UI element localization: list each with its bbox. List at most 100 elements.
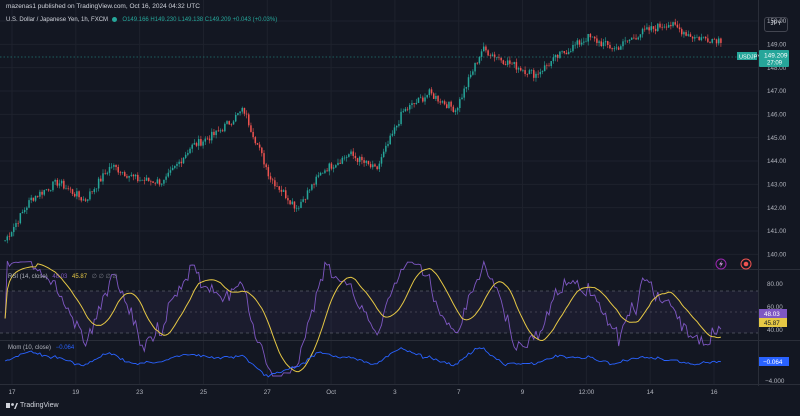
candle-body xyxy=(428,89,431,96)
candle-body xyxy=(167,172,170,177)
candle-body xyxy=(250,125,252,132)
mom-value-badge: −0.064 xyxy=(759,357,789,366)
candle-body xyxy=(60,180,63,184)
candle-body xyxy=(504,63,507,65)
candle-body xyxy=(280,189,283,192)
candle-body xyxy=(524,70,526,74)
candle-body xyxy=(284,190,287,199)
candle-body xyxy=(308,189,311,191)
candle-body xyxy=(269,176,272,180)
candle-body xyxy=(609,44,611,49)
candle-body xyxy=(317,175,320,177)
price-tick-label: 143.00 xyxy=(767,182,787,189)
candle-body xyxy=(563,51,566,53)
candle-body xyxy=(69,188,72,190)
rsi-value-badges: 48.03 45.87 xyxy=(759,309,787,327)
candle-body xyxy=(254,137,257,144)
candle-body xyxy=(271,179,274,181)
candle-body xyxy=(654,28,657,32)
candle-body xyxy=(422,97,424,102)
candle-body xyxy=(717,38,720,44)
candle-body xyxy=(287,198,289,201)
lightning-icon[interactable] xyxy=(715,258,727,270)
candle-body xyxy=(720,38,722,43)
candle-body xyxy=(389,135,391,145)
time-tick-label: 25 xyxy=(200,389,208,396)
candle-body xyxy=(89,191,91,200)
candle-body xyxy=(154,182,156,184)
candle-body xyxy=(372,164,374,168)
candle-body xyxy=(663,26,666,28)
candle-body xyxy=(374,164,376,167)
candle-body xyxy=(52,181,54,191)
price-axis[interactable]: 150.00 149.00 148.00 147.00 146.00 145.00 144.… xyxy=(765,18,787,385)
candle-body xyxy=(391,133,394,136)
symbol-legend[interactable]: U.S. Dollar / Japanese Yen, 1h, FXCM O14… xyxy=(6,17,277,23)
candle-body xyxy=(398,123,400,126)
candle-body xyxy=(548,65,550,67)
candle-body xyxy=(132,174,135,177)
tradingview-logo-icon xyxy=(6,403,18,409)
candle-body xyxy=(474,62,476,72)
candle-body xyxy=(213,131,215,136)
candle-body xyxy=(596,38,598,43)
candle-body xyxy=(459,99,461,109)
rsi-legend-extra: ∅ ∅ ∅ ∅ xyxy=(91,274,118,280)
candle-body xyxy=(369,164,372,168)
candle-body xyxy=(559,51,561,58)
candle-body xyxy=(195,143,198,146)
candle-body xyxy=(215,130,217,136)
mom-legend[interactable]: Mom (10, close) −0.064 xyxy=(8,345,74,351)
candle-body xyxy=(276,186,278,187)
time-axis[interactable]: 17 19 23 25 27 Oct 3 7 9 12:00 14 16 xyxy=(8,389,718,396)
currency-button[interactable]: JPY xyxy=(764,17,788,32)
candle-body xyxy=(339,162,341,164)
candle-body xyxy=(211,131,213,141)
record-icon[interactable] xyxy=(740,258,752,270)
mom-legend-label: Mom (10, close) xyxy=(8,345,52,351)
candle-body xyxy=(491,54,494,56)
candle-body xyxy=(87,199,89,201)
candle-body xyxy=(145,177,148,181)
candle-body xyxy=(393,127,396,134)
time-tick-label: 7 xyxy=(457,389,461,396)
candle-body xyxy=(498,57,500,59)
candle-body xyxy=(698,36,700,41)
candle-body xyxy=(659,23,661,28)
candle-body xyxy=(39,191,41,197)
candle-body xyxy=(439,101,442,103)
candle-body xyxy=(707,38,709,42)
candle-body xyxy=(678,27,681,30)
candle-body xyxy=(123,172,126,177)
price-tick-label: 148.00 xyxy=(767,65,787,72)
price-tick-label: 149.00 xyxy=(767,42,787,49)
candle-body xyxy=(102,173,104,182)
rsi-legend[interactable]: RSI (14, close) 48.03 45.87 ∅ ∅ ∅ ∅ xyxy=(8,273,118,280)
candle-body xyxy=(417,97,420,103)
mom-legend-value: −0.064 xyxy=(55,345,75,351)
candle-body xyxy=(156,179,159,184)
candle-body xyxy=(554,54,557,58)
candle-body xyxy=(443,101,446,105)
candle-body xyxy=(472,71,474,75)
candle-body xyxy=(121,172,124,173)
price-badge-countdown: 27:09 xyxy=(767,61,783,67)
candle-body xyxy=(446,104,448,109)
candle-body xyxy=(535,73,537,78)
candle-body xyxy=(206,138,209,140)
time-tick-label: 19 xyxy=(72,389,80,396)
candle-body xyxy=(219,130,222,132)
candle-body xyxy=(589,34,592,38)
candle-body xyxy=(189,148,191,154)
candle-body xyxy=(607,41,609,45)
candle-body xyxy=(552,57,555,62)
candle-body xyxy=(461,97,463,100)
candle-body xyxy=(485,46,487,51)
candle-body xyxy=(367,160,370,165)
candle-body xyxy=(463,88,465,98)
candle-body xyxy=(637,37,639,40)
candle-body xyxy=(313,184,315,185)
candle-body xyxy=(452,106,455,112)
candle-body xyxy=(4,240,6,242)
